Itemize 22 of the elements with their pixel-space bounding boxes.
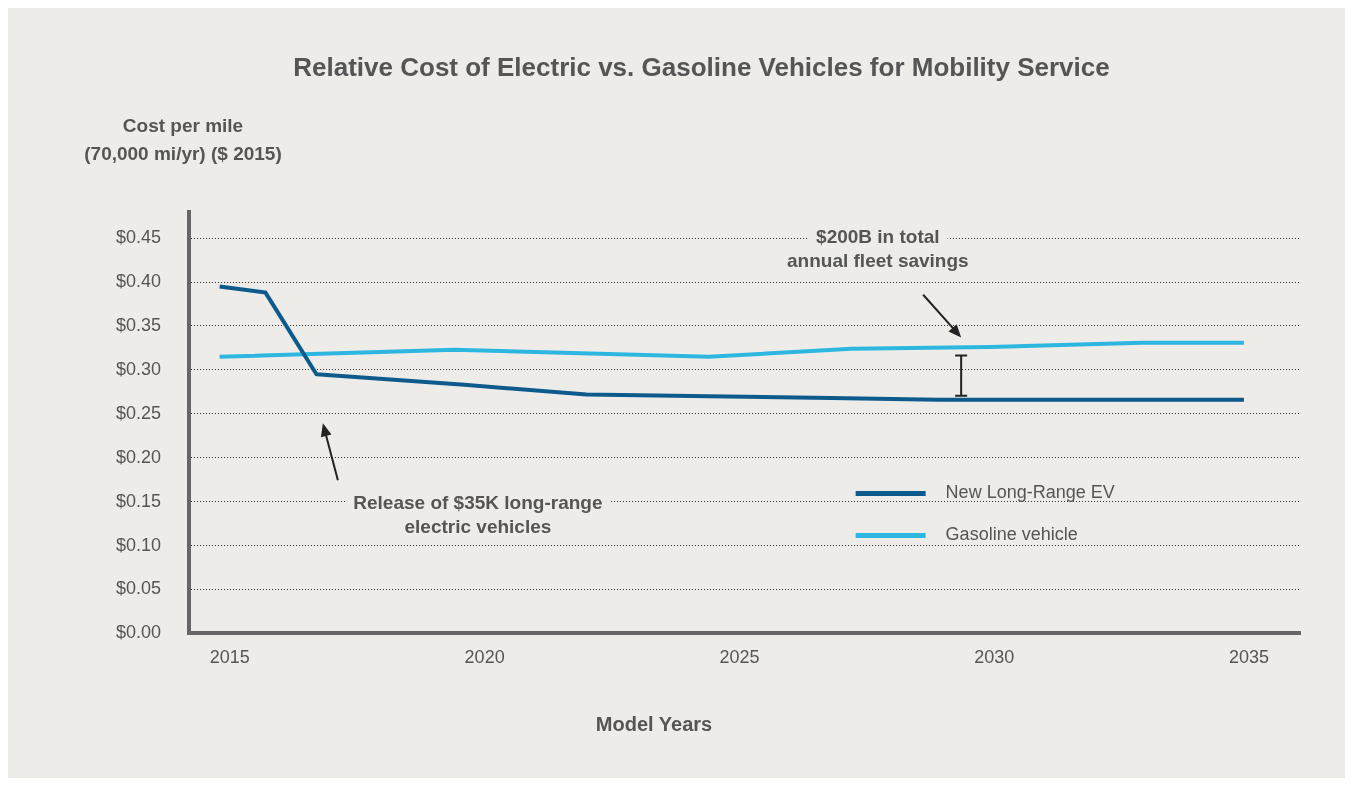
y-tick-label: $0.25	[116, 402, 162, 423]
y-tick-label: $0.45	[116, 227, 162, 248]
x-tick-label: 2015	[209, 647, 250, 668]
x-axis-title: Model Years	[594, 713, 714, 736]
annotation: $200B in total annual fleet savings	[787, 225, 969, 271]
y-tick-label: $0.05	[116, 578, 162, 599]
y-tick-label: $0.35	[116, 314, 162, 335]
y-tick-label: $0.40	[116, 271, 162, 292]
y-tick-label: $0.20	[116, 446, 162, 467]
chart-title: Relative Cost of Electric vs. Gasoline Vehicles for Mobility Service	[292, 52, 1111, 83]
y-tick-label: $0.00	[116, 622, 162, 643]
x-tick-label: 2025	[719, 647, 760, 668]
legend-label: New Long-Range EV	[945, 482, 1115, 503]
x-tick-label: 2030	[974, 647, 1015, 668]
y-tick-label: $0.10	[116, 534, 162, 555]
y-tick-label: $0.15	[116, 490, 162, 511]
x-tick-label: 2020	[464, 647, 505, 668]
y-tick-label: $0.30	[116, 358, 162, 379]
x-tick-label: 2035	[1229, 647, 1270, 668]
y-axis-title: Cost per mile (70,000 mi/yr) ($ 2015)	[83, 114, 283, 166]
legend-label: Gasoline vehicle	[945, 524, 1078, 545]
annotation: Release of $35K long-range electric vehicles	[353, 491, 603, 537]
